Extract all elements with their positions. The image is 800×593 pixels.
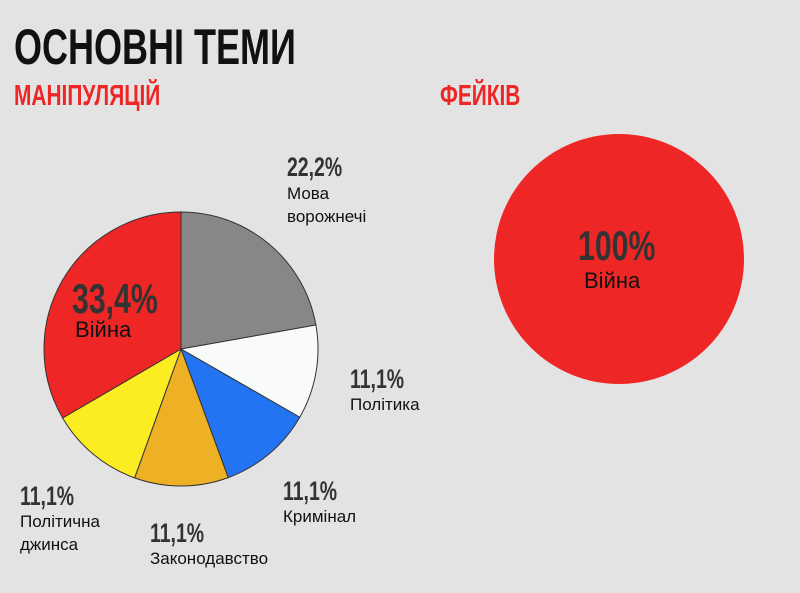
value-label: 11,1% xyxy=(283,476,338,506)
pie-slice xyxy=(133,347,229,487)
main-title: ОСНОВНІ ТЕМИ xyxy=(14,19,296,75)
value-label: 11,1% xyxy=(350,364,405,394)
pie-slice xyxy=(180,347,301,479)
chart-title: МАНІПУЛЯЦІЙ xyxy=(14,80,161,112)
chart-title: ФЕЙКІВ xyxy=(440,80,521,112)
pie-slice xyxy=(61,347,182,479)
slice-label: Війна xyxy=(75,317,132,342)
value-label: 100% xyxy=(578,222,656,269)
slice-label: Війна xyxy=(584,268,641,293)
value-label: 33,4% xyxy=(72,275,158,322)
slice-label: Політика xyxy=(350,395,420,414)
value-label: 11,1% xyxy=(150,518,205,548)
pie-slice xyxy=(494,134,744,384)
value-label: 22,2% xyxy=(287,152,343,182)
slice-label: Мова ворожнечі xyxy=(287,184,367,226)
pie-slice xyxy=(179,324,319,418)
value-label: 11,1% xyxy=(20,481,75,511)
slice-label: Політична джинса xyxy=(20,512,100,554)
pie-slice xyxy=(180,211,317,350)
slice-label: Кримінал xyxy=(283,507,357,526)
slice-label: Законодавство xyxy=(150,549,269,568)
pie-slice xyxy=(43,211,182,419)
